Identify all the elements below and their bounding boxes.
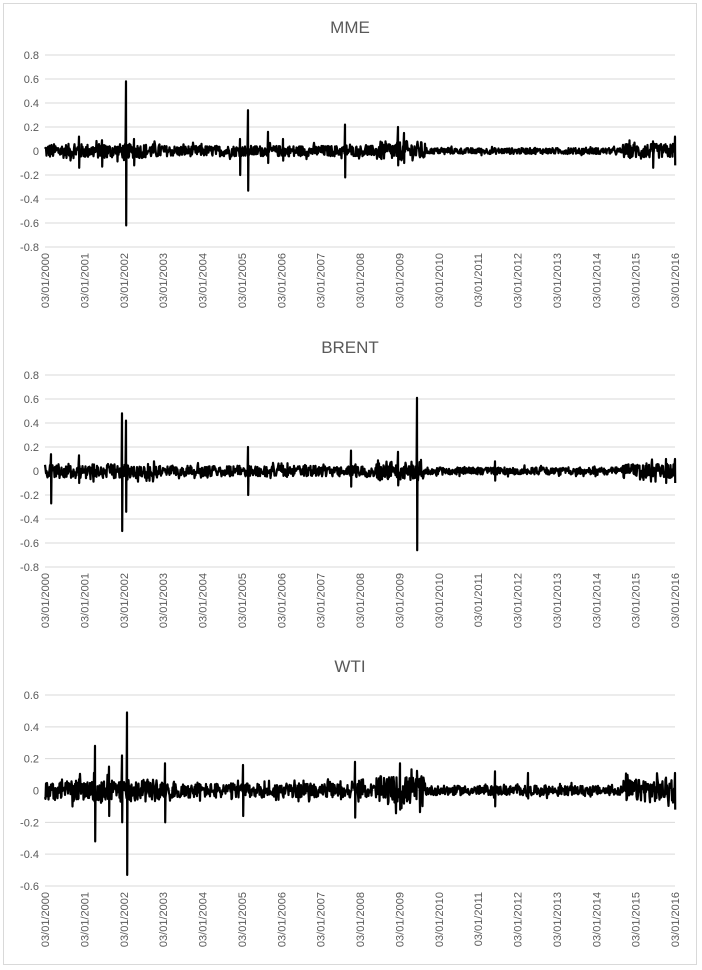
x-tick-label: 03/01/2002 bbox=[119, 253, 131, 308]
y-tick-label: -0.6 bbox=[20, 218, 39, 230]
chart-brent: BRENT 0.8 0.6 0.4 0.2 0 -0.2 -0.4 -0.6 -0.8 03/0… bbox=[20, 338, 682, 628]
series-line bbox=[44, 80, 677, 227]
x-tick-label: 03/01/2015 bbox=[631, 573, 643, 628]
x-tick-label: 03/01/2010 bbox=[434, 892, 446, 947]
x-tick-label: 03/01/2000 bbox=[40, 573, 52, 628]
x-tick-label: 03/01/2001 bbox=[79, 573, 91, 628]
x-tick-label: 03/01/2008 bbox=[355, 573, 367, 628]
y-tick-label: 0 bbox=[33, 466, 39, 478]
x-tick-label: 03/01/2010 bbox=[434, 253, 446, 308]
x-tick-label: 03/01/2015 bbox=[631, 892, 643, 947]
y-tick-label: -0.4 bbox=[20, 849, 39, 861]
x-tick-label: 03/01/2013 bbox=[552, 573, 564, 628]
x-tick-label: 03/01/2001 bbox=[79, 892, 91, 947]
x-tick-label: 03/01/2001 bbox=[79, 253, 91, 308]
x-tick-label: 03/01/2005 bbox=[237, 892, 249, 947]
y-tick-label: 0.2 bbox=[24, 754, 39, 766]
y-tick-label: -0.6 bbox=[20, 538, 39, 550]
chart-mme: MME 0.8 0.6 0.4 0.2 0 -0.2 -0.4 -0.6 -0.8 03/01/… bbox=[20, 18, 682, 308]
x-tick-label: 03/01/2016 bbox=[670, 892, 682, 947]
x-tick-label: 03/01/2002 bbox=[119, 573, 131, 628]
x-tick-label: 03/01/2012 bbox=[513, 892, 525, 947]
x-tick-label: 03/01/2003 bbox=[158, 892, 170, 947]
y-tick-label: 0.4 bbox=[24, 98, 39, 110]
gridlines bbox=[45, 374, 675, 568]
y-tick-label: 0 bbox=[33, 146, 39, 158]
x-tick-label: 03/01/2007 bbox=[316, 892, 328, 947]
x-tick-label: 03/01/2012 bbox=[513, 573, 525, 628]
gridlines bbox=[45, 54, 675, 248]
x-tick-label: 03/01/2004 bbox=[198, 573, 210, 628]
chart-wti: WTI 0.60.40.20-0.2-0.4-0.6 03/01/2000 03/… bbox=[20, 657, 682, 947]
x-axis-ticks: 03/01/2000 03/01/2001 03/01/2002 03/01/2003… bbox=[40, 253, 682, 308]
x-tick-label: 03/01/2008 bbox=[355, 892, 367, 947]
series-returns bbox=[43, 396, 677, 552]
x-tick-label: 03/01/2011 bbox=[473, 892, 485, 946]
y-tick-label: 0.2 bbox=[24, 442, 39, 454]
x-tick-label: 03/01/2006 bbox=[276, 573, 288, 628]
y-tick-label: -0.2 bbox=[20, 817, 39, 829]
chart-title: BRENT bbox=[321, 338, 379, 357]
x-tick-label: 03/01/2016 bbox=[670, 573, 682, 628]
x-tick-label: 03/01/2010 bbox=[434, 573, 446, 628]
x-tick-label: 03/01/2003 bbox=[158, 253, 170, 308]
y-tick-label: -0.8 bbox=[20, 242, 39, 254]
x-tick-label: 03/01/2011 bbox=[473, 253, 485, 307]
y-tick-label: 0.4 bbox=[24, 722, 39, 734]
x-tick-label: 03/01/2015 bbox=[631, 253, 643, 308]
x-tick-label: 03/01/2004 bbox=[198, 892, 210, 947]
x-tick-label: 03/01/2000 bbox=[40, 253, 52, 308]
x-tick-label: 03/01/2014 bbox=[591, 573, 603, 628]
x-tick-label: 03/01/2002 bbox=[119, 892, 131, 947]
x-tick-label: 03/01/2012 bbox=[513, 253, 525, 308]
x-tick-label: 03/01/2014 bbox=[591, 892, 603, 947]
y-tick-label: -0.6 bbox=[20, 881, 39, 893]
x-tick-label: 03/01/2009 bbox=[394, 573, 406, 628]
y-tick-label: 0 bbox=[33, 786, 39, 798]
x-tick-label: 03/01/2011 bbox=[473, 573, 485, 627]
x-tick-label: 03/01/2007 bbox=[316, 253, 328, 308]
x-tick-label: 03/01/2008 bbox=[355, 253, 367, 308]
x-tick-label: 03/01/2013 bbox=[552, 253, 564, 308]
series-returns bbox=[43, 711, 677, 876]
x-tick-label: 03/01/2009 bbox=[394, 253, 406, 308]
x-axis-ticks: 03/01/2000 03/01/2001 03/01/2002 03/01/2003… bbox=[40, 573, 682, 628]
y-tick-label: -0.2 bbox=[20, 170, 39, 182]
x-tick-label: 03/01/2000 bbox=[40, 892, 52, 947]
series-line bbox=[43, 396, 677, 552]
y-tick-label: 0.6 bbox=[24, 690, 39, 702]
series-line bbox=[43, 711, 677, 876]
x-tick-label: 03/01/2009 bbox=[394, 892, 406, 947]
y-tick-label: -0.8 bbox=[20, 562, 39, 574]
y-tick-label: 0.8 bbox=[24, 50, 39, 62]
figure-frame bbox=[3, 3, 697, 965]
y-tick-label: 0.6 bbox=[24, 394, 39, 406]
series-returns bbox=[44, 80, 677, 227]
x-tick-label: 03/01/2014 bbox=[591, 253, 603, 308]
y-axis-ticks: 0.8 0.6 0.4 0.2 0 -0.2 -0.4 -0.6 -0.8 bbox=[20, 50, 39, 254]
y-tick-label: -0.2 bbox=[20, 490, 39, 502]
x-tick-label: 03/01/2006 bbox=[276, 253, 288, 308]
y-tick-label: 0.6 bbox=[24, 74, 39, 86]
x-axis-ticks: 03/01/2000 03/01/2001 03/01/2002 03/01/2003… bbox=[40, 892, 682, 947]
x-tick-label: 03/01/2005 bbox=[237, 573, 249, 628]
chart-title: WTI bbox=[334, 657, 365, 676]
x-tick-label: 03/01/2004 bbox=[198, 253, 210, 308]
x-tick-label: 03/01/2003 bbox=[158, 573, 170, 628]
y-tick-label: -0.4 bbox=[20, 194, 39, 206]
y-axis-ticks: 0.8 0.6 0.4 0.2 0 -0.2 -0.4 -0.6 -0.8 bbox=[20, 370, 39, 574]
y-tick-label: -0.4 bbox=[20, 514, 39, 526]
x-tick-label: 03/01/2007 bbox=[316, 573, 328, 628]
chart-title: MME bbox=[330, 18, 370, 37]
x-tick-label: 03/01/2013 bbox=[552, 892, 564, 947]
x-tick-label: 03/01/2006 bbox=[276, 892, 288, 947]
y-axis-ticks: 0.6 0.4 0.2 0 -0.2 -0.4 -0.6 bbox=[20, 690, 39, 893]
y-tick-label: 0.2 bbox=[24, 122, 39, 134]
y-tick-label: 0.4 bbox=[24, 418, 39, 430]
x-tick-label: 03/01/2005 bbox=[237, 253, 249, 308]
y-tick-label: 0.8 bbox=[24, 370, 39, 382]
x-tick-label: 03/01/2016 bbox=[670, 253, 682, 308]
